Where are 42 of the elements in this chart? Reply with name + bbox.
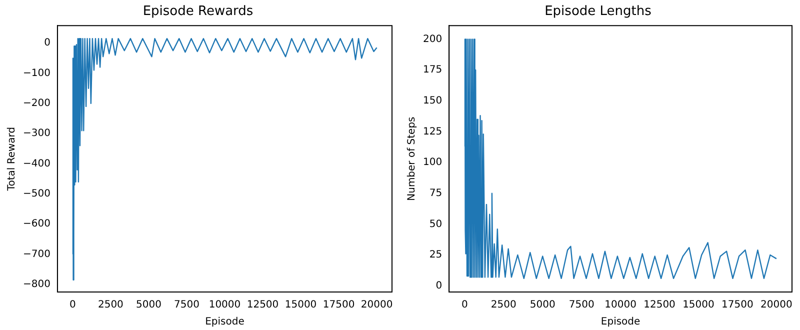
x-axis-title: Episode (205, 316, 244, 328)
x-tick-label: 0 (69, 300, 76, 311)
y-tick-label: −500 (22, 188, 50, 200)
y-axis-title: Number of Steps (406, 116, 418, 201)
x-tick-label: 7500 (174, 300, 200, 311)
y-tick-label: 0 (44, 38, 50, 49)
x-tick-label: 17500 (722, 300, 754, 311)
x-axis-title: Episode (600, 316, 640, 328)
x-tick-label: 12500 (644, 300, 676, 311)
x-tick-label: 5000 (136, 300, 162, 311)
x-tick-label: 0 (461, 300, 468, 311)
x-tick-label: 2500 (490, 300, 516, 311)
x-tick-label: 12500 (246, 300, 279, 311)
y-tick-label: 175 (422, 64, 442, 76)
y-tick-label: 50 (429, 218, 442, 230)
chart-title: Episode Rewards (142, 4, 254, 20)
y-tick-label: 200 (422, 34, 442, 45)
chart-title: Episode Lengths (544, 4, 652, 20)
x-tick-label: 20000 (760, 300, 792, 311)
y-tick-label: −400 (22, 158, 50, 170)
x-tick-label: 15000 (284, 300, 317, 311)
y-tick-label: 150 (422, 95, 442, 106)
y-axis-title: Total Reward (6, 126, 18, 192)
y-tick-label: 125 (422, 126, 442, 138)
x-tick-label: 10000 (604, 300, 636, 311)
y-tick-label: −700 (22, 248, 50, 260)
y-tick-label: −300 (22, 128, 50, 140)
y-tick-label: −200 (22, 98, 50, 110)
x-tick-label: 10000 (208, 300, 241, 311)
y-tick-label: 100 (422, 157, 442, 168)
x-tick-label: 7500 (568, 300, 594, 311)
x-tick-label: 2500 (98, 300, 124, 311)
y-tick-label: 0 (436, 280, 442, 292)
x-tick-label: 15000 (682, 300, 714, 311)
y-tick-label: −800 (22, 279, 50, 290)
y-tick-label: −600 (22, 218, 50, 230)
y-tick-label: −100 (22, 68, 50, 79)
x-tick-label: 5000 (530, 300, 556, 311)
x-tick-label: 20000 (360, 300, 393, 311)
y-tick-label: 75 (429, 188, 442, 199)
x-tick-label: 17500 (322, 300, 355, 311)
y-tick-label: 25 (429, 250, 442, 261)
